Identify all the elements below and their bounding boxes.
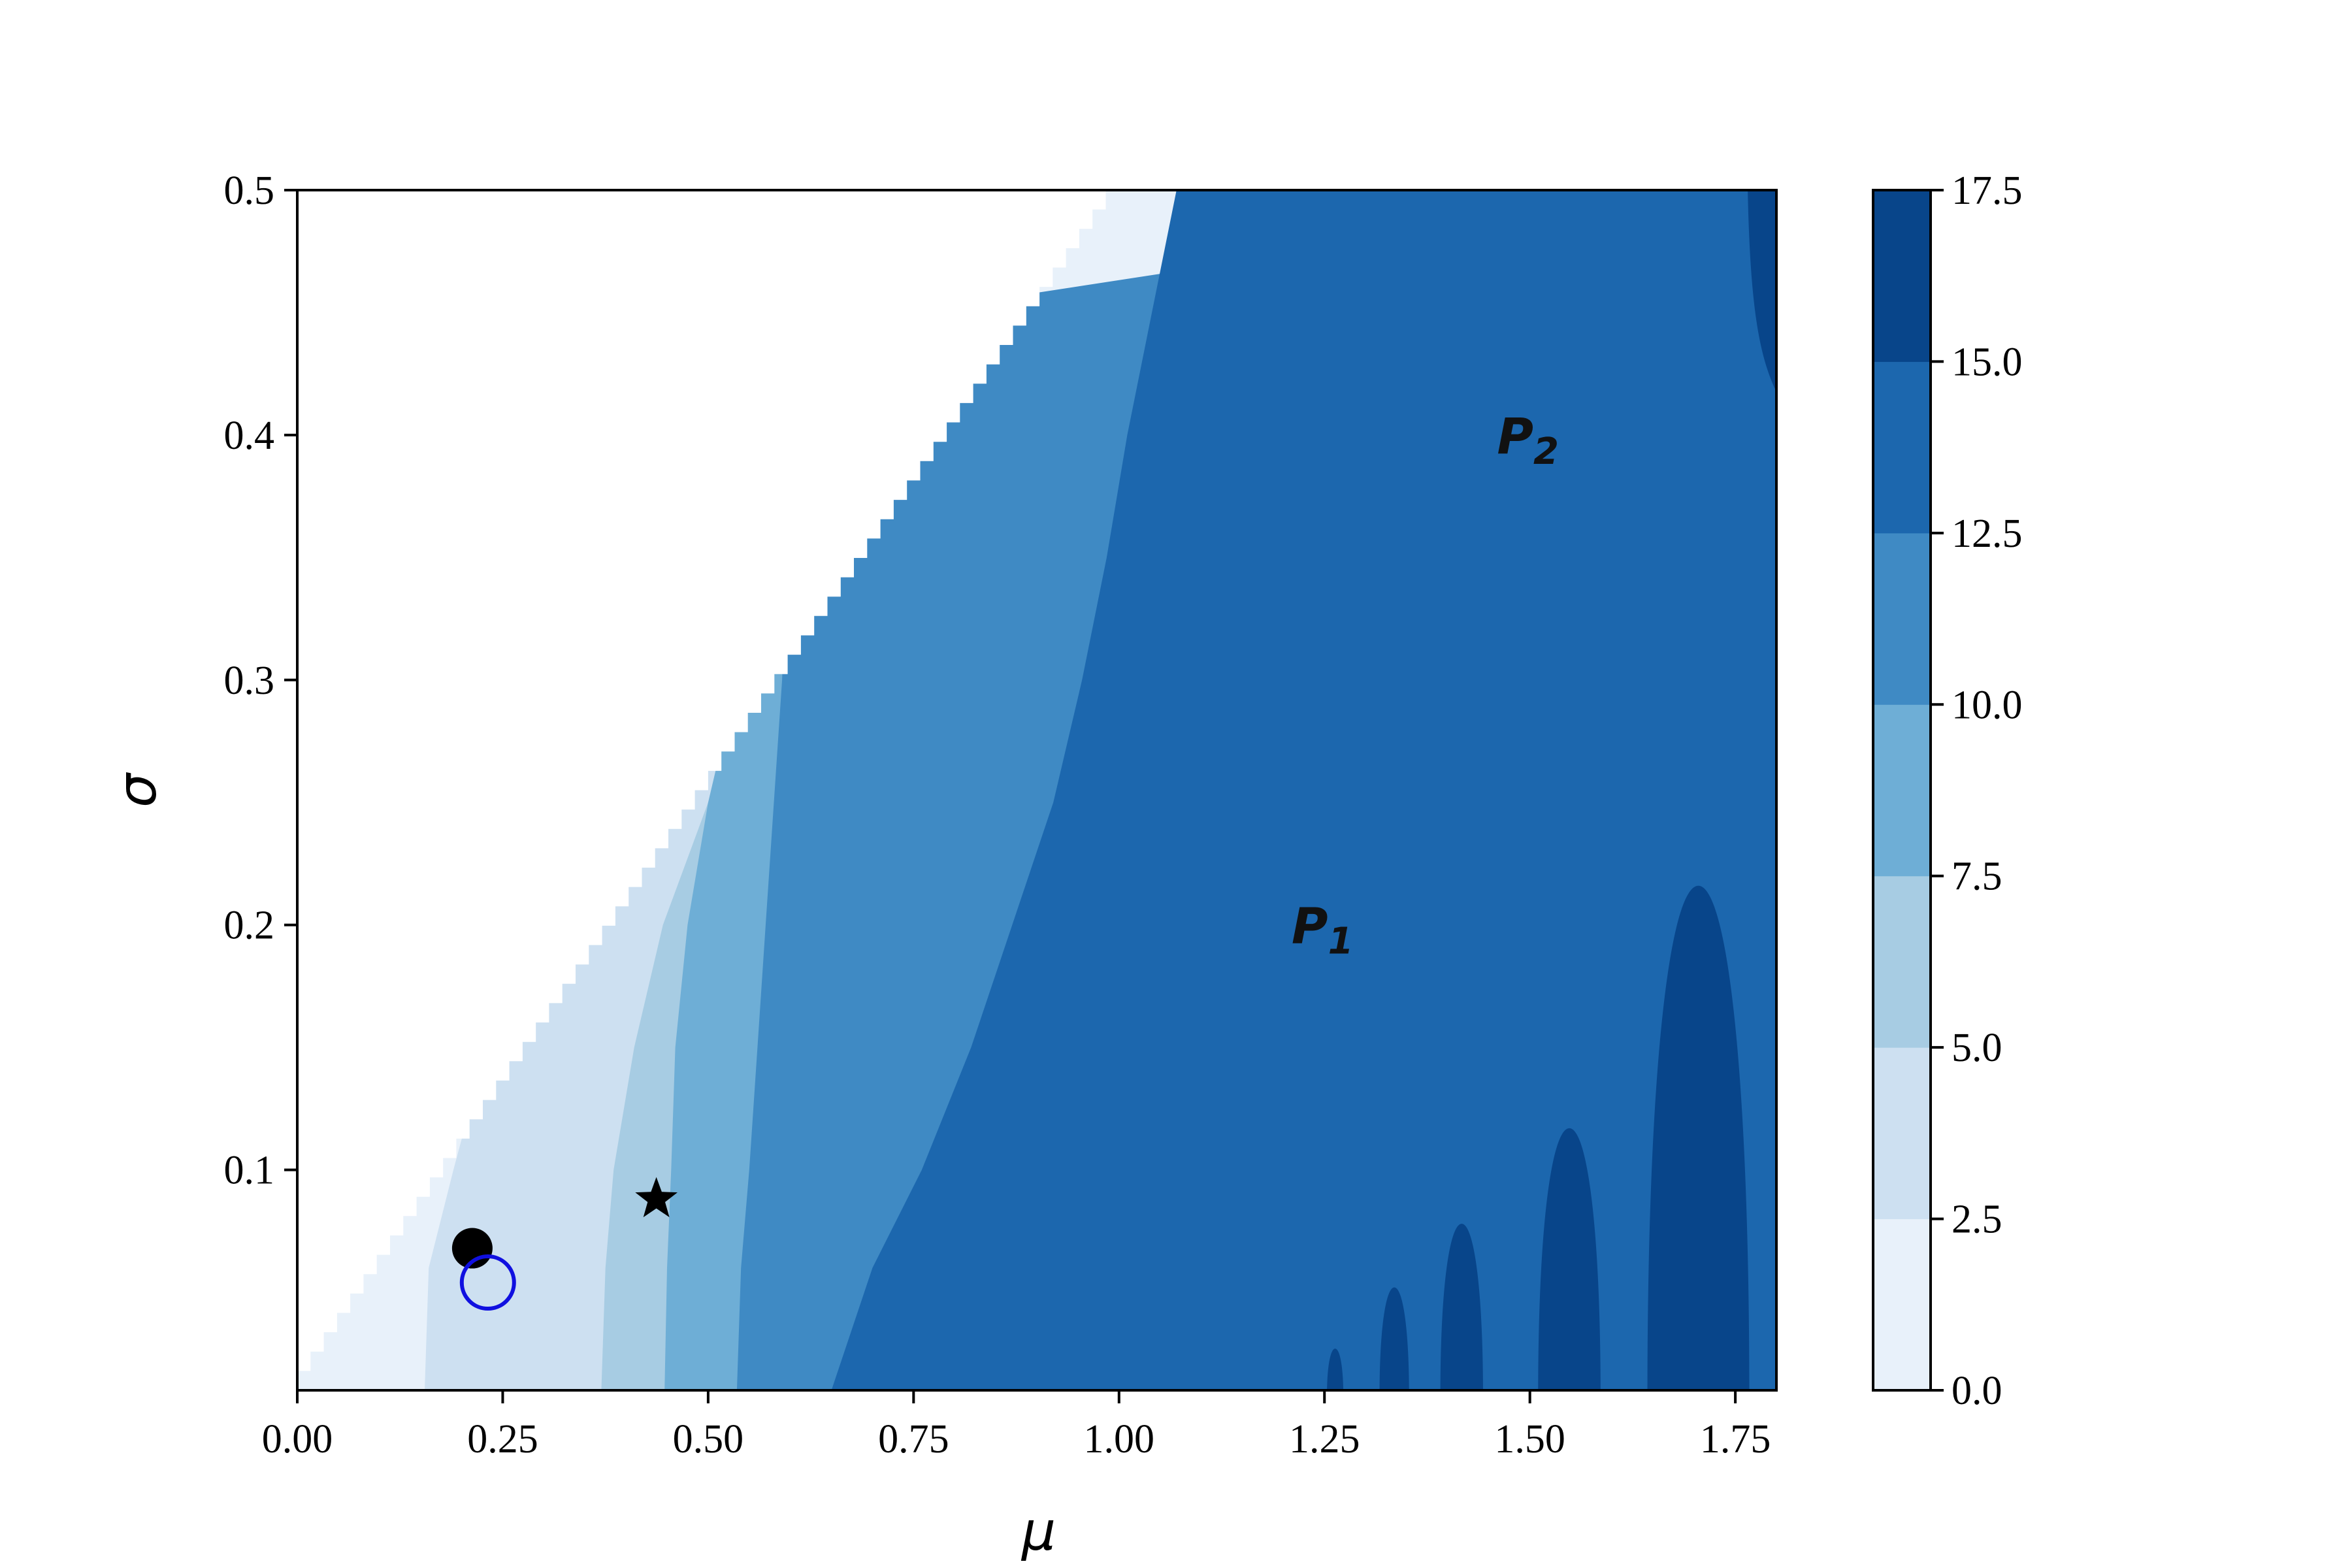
colorbar: 0.0 2.5 5.0 7.5 10.0 12.5 15.0 17.5 [1872, 169, 2023, 1413]
colorbar-band-3 [1873, 704, 1931, 877]
colorbar-band-6 [1873, 190, 1931, 362]
x-tick-label: 0.50 [673, 1417, 744, 1462]
x-axis: 0.00 0.25 0.50 0.75 1.00 1.25 1.50 1.75 [262, 1390, 1771, 1462]
colorbar-band-1 [1873, 1047, 1931, 1220]
colorbar-tick-label: 5.0 [1952, 1026, 2002, 1070]
colorbar-tick-label: 0.0 [1952, 1369, 2002, 1413]
region-label-p1: P1 [1292, 897, 1354, 963]
high-value-peaks [1327, 190, 1776, 1390]
y-tick-label: 0.3 [224, 659, 275, 703]
colorbar-tick-label: 15.0 [1952, 340, 2023, 384]
region-annotations: P2 P1 [1292, 407, 1559, 963]
x-tick-label: 1.25 [1289, 1417, 1360, 1462]
x-tick-label: 1.50 [1494, 1417, 1565, 1462]
y-axis: 0.1 0.2 0.3 0.4 0.5 [224, 169, 297, 1193]
plot-frame [296, 189, 1778, 1392]
colorbar-tick-label: 7.5 [1952, 855, 2002, 899]
peak-region-1 [1327, 1348, 1344, 1390]
y-tick-label: 0.1 [224, 1149, 275, 1193]
peak-region-4 [1538, 1128, 1601, 1390]
peak-region-5 [1647, 885, 1750, 1390]
y-tick-label: 0.4 [224, 414, 275, 458]
region-label-p2: P2 [1497, 407, 1559, 473]
no-data-region [297, 190, 1119, 1390]
y-axis-label: σ [106, 772, 169, 808]
colorbar-tick-label: 12.5 [1952, 512, 2023, 556]
band-5 [831, 190, 1776, 1390]
point-markers [451, 1177, 678, 1311]
colorbar-band-0 [1873, 1218, 1931, 1391]
peak-region-corner [1748, 190, 1776, 392]
y-tick-label: 0.2 [224, 904, 275, 948]
colorbar-tick-label: 2.5 [1952, 1198, 2002, 1242]
colorbar-band-4 [1873, 532, 1931, 705]
colorbar-tick-label: 10.0 [1952, 683, 2023, 727]
open-circle-marker [459, 1254, 516, 1311]
y-tick-label: 0.5 [224, 169, 275, 213]
x-tick-label: 0.00 [262, 1417, 333, 1462]
x-tick-label: 0.25 [467, 1417, 538, 1462]
x-tick-label: 0.75 [878, 1417, 949, 1462]
colorbar-frame [1872, 189, 1932, 1392]
x-axis-label: μ [1021, 1501, 1056, 1563]
colorbar-band-5 [1873, 361, 1931, 534]
contour-bands [297, 190, 1776, 1390]
x-tick-label: 1.00 [1084, 1417, 1155, 1462]
x-tick-label: 1.75 [1700, 1417, 1771, 1462]
star-marker [635, 1177, 678, 1218]
peak-region-3 [1440, 1224, 1483, 1390]
colorbar-band-2 [1873, 875, 1931, 1048]
plot-area [297, 190, 1776, 1390]
colorbar-tick-label: 17.5 [1952, 169, 2023, 213]
peak-region-2 [1379, 1287, 1409, 1390]
